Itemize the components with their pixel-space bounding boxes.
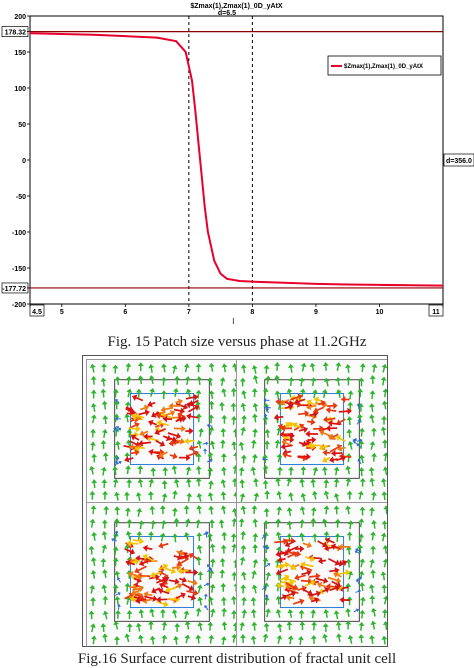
figure-16-caption: Fig.16 Surface current distribution of f… [77,651,397,667]
x-tick-label-6: 10 [376,309,384,316]
marker-label: d=6.5 [218,10,236,17]
y-tick-label-0: 200 [14,14,26,21]
current-arrows-2 [88,505,237,646]
x-tick-box-7 [428,304,444,317]
x-tick-label-1: 5 [60,309,64,316]
y-tick-label-10: -200 [12,302,26,309]
y-tick-label-2: 150 [14,50,26,57]
y-tick-label-8: -150 [12,266,26,273]
right-marker-label: d=356.0 [446,158,472,165]
x-axis-label: l [232,317,234,325]
unit-cell-top-right [236,359,387,504]
y-tick-label-4: 50 [18,122,26,129]
x-tick-label-3: 7 [187,309,191,316]
legend-box [327,55,442,76]
right-marker-box [443,153,474,167]
x-tick-label-5: 9 [314,309,318,316]
current-arrows-3 [238,505,387,645]
figure-15-caption: Fig. 15 Patch size versus phase at 11.2G… [107,334,367,350]
y-tick-label-5: 0 [22,158,26,165]
series-line-0 [29,32,444,287]
current-arrows-0 [89,362,237,502]
surface-current-figure [82,355,388,647]
y-tick-label-1: 178.32 [5,30,27,37]
chart-title: $Zmax(1),Zmax(1)_0D_yAtX [190,3,283,10]
y-tick-label-7: -100 [12,230,26,237]
x-tick-label-0: 4.5 [32,309,42,316]
y-tick-label-6: -50 [16,194,26,201]
x-tick-label-7: 11 [432,309,440,316]
x-tick-box-0 [29,304,45,317]
phase-chart: $Zmax(1),Zmax(1)_0D_yAtXd=6.5200178.3215… [1,3,474,325]
current-arrows-1 [238,361,387,502]
y-tick-label-3: 100 [14,86,26,93]
legend-label: $Zmax(1),Zmax(1)_0D_yAtX [344,64,423,70]
x-tick-label-4: 8 [250,309,254,316]
unit-cell-bottom-left [86,502,238,646]
y-tick-label-9: -177.72 [2,286,26,293]
unit-cell-bottom-right [236,502,387,646]
x-tick-label-2: 6 [123,309,127,316]
unit-cell-top-left [86,359,238,504]
